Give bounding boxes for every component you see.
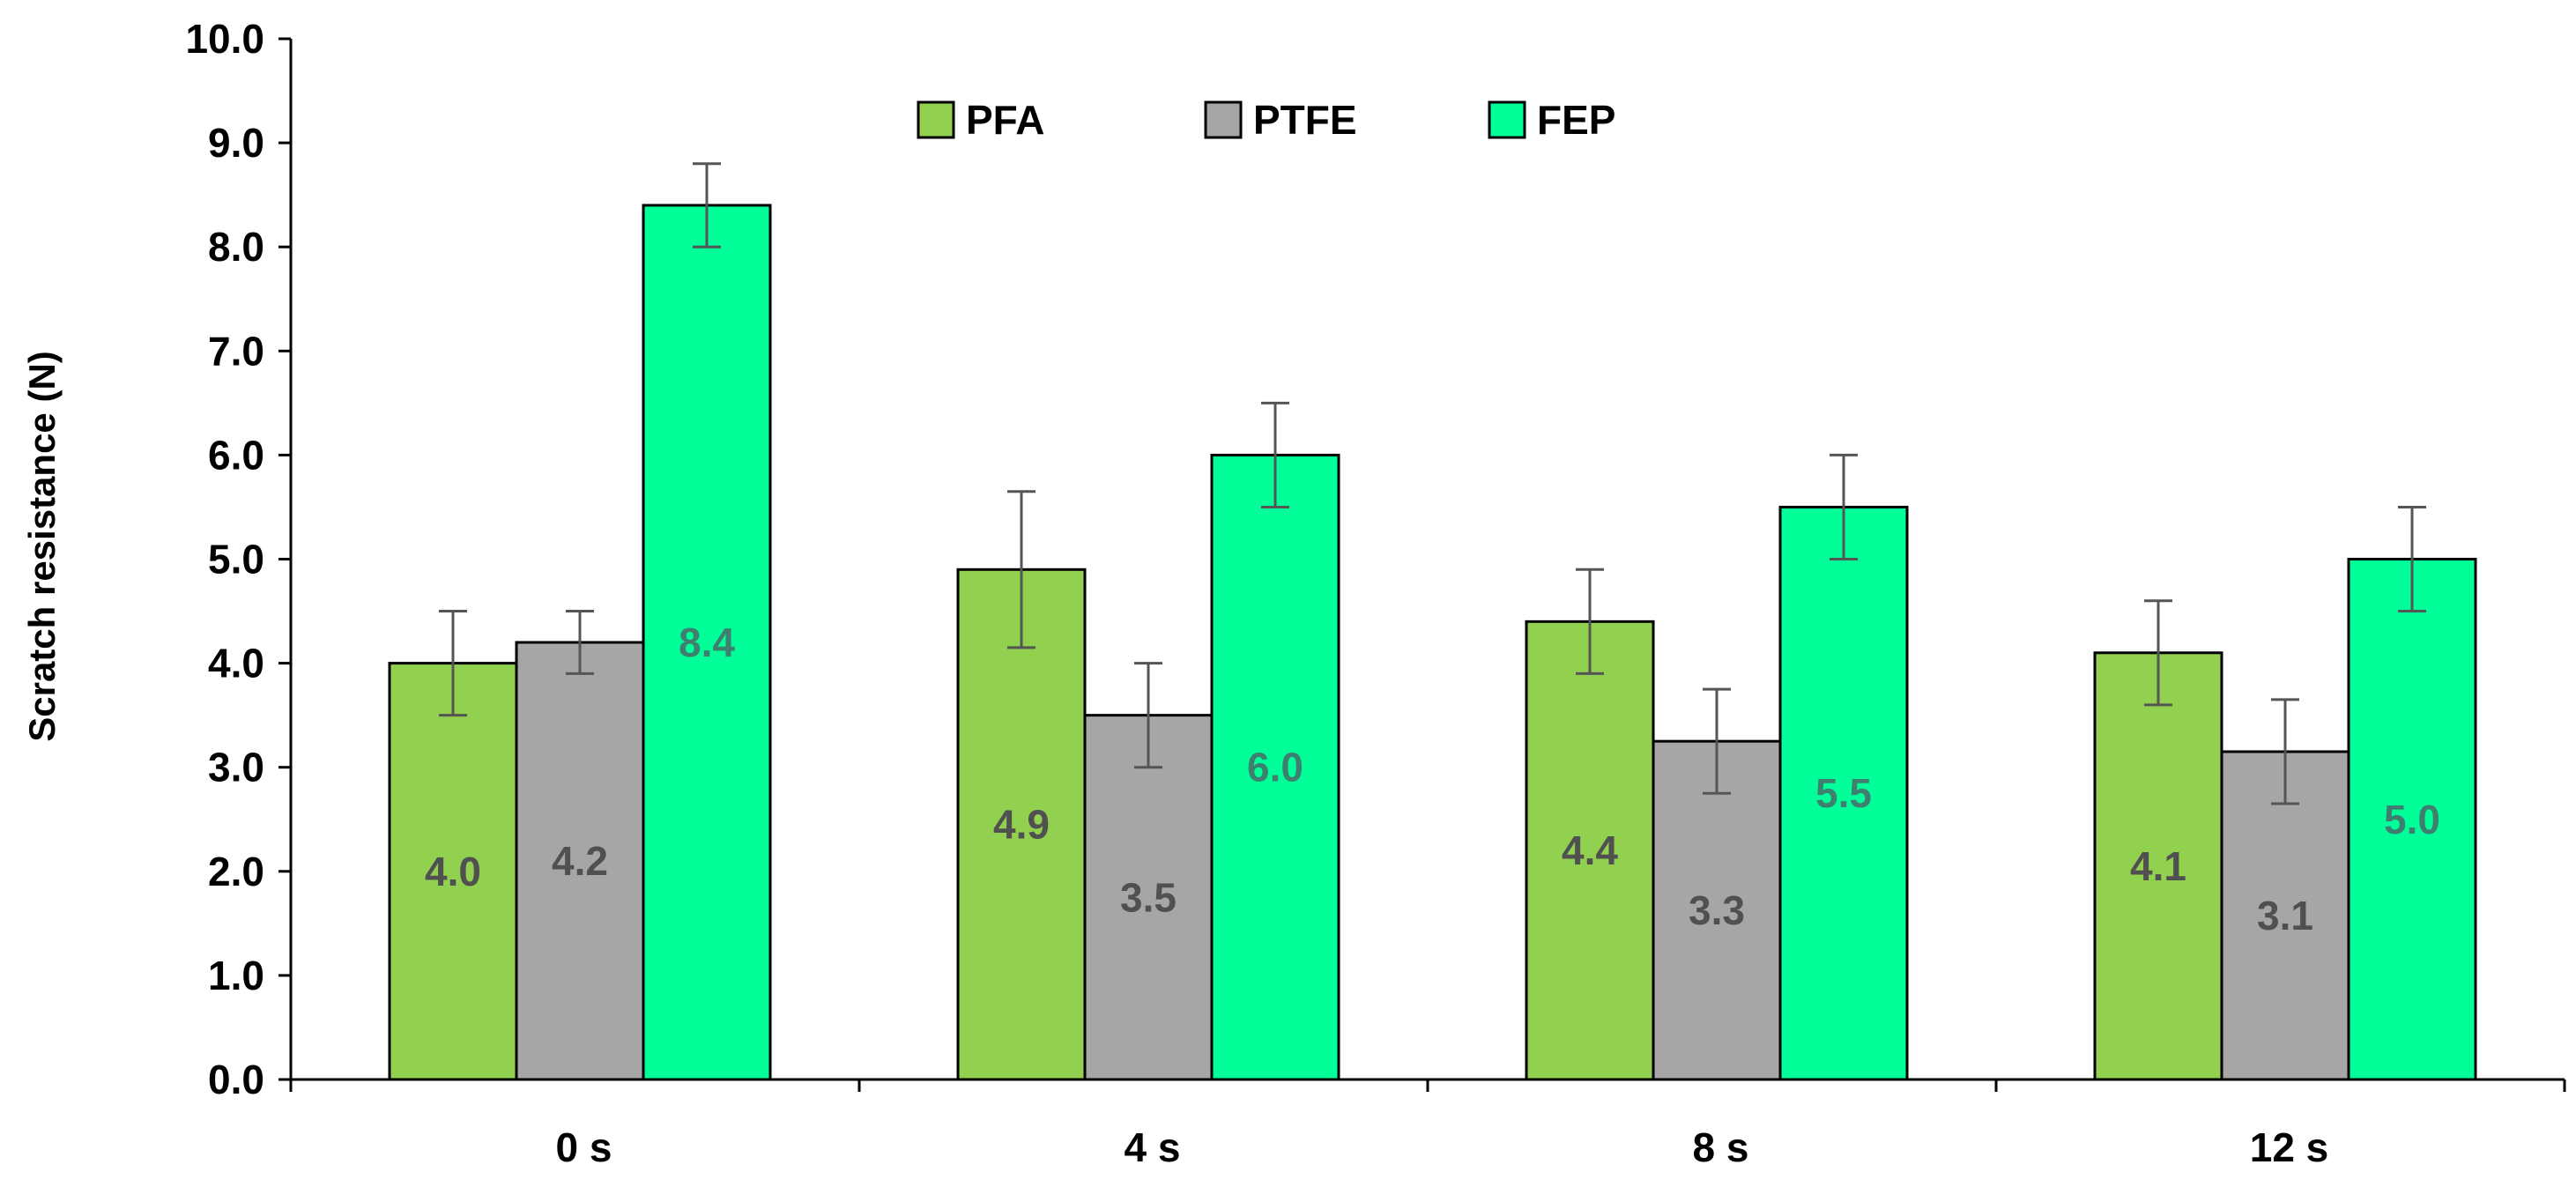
error-bar-pfa-0 (439, 610, 467, 717)
legend-swatch-fep (1488, 100, 1526, 139)
legend-item-pfa: PFA (917, 97, 1044, 143)
legend-item-fep: FEP (1488, 97, 1615, 143)
bar-ptfe-0 (515, 641, 645, 1081)
error-bar-fep-3 (2398, 505, 2426, 613)
y-axis-title: Scratch resistance (N) (21, 351, 63, 742)
y-tick-label-5: 5.0 (208, 537, 264, 582)
x-tick-label-1: 4 s (1125, 1124, 1181, 1170)
legend-swatch-pfa (917, 100, 955, 139)
data-label-pfa-0: 4.0 (425, 849, 481, 894)
x-tick-label-3: 12 s (2250, 1124, 2329, 1170)
y-tick-label-3: 3.0 (208, 745, 264, 790)
error-bars-layer (439, 162, 2426, 805)
error-bar-pfa-3 (2144, 599, 2172, 707)
data-label-pfa-3: 4.1 (2130, 843, 2186, 889)
legend: PFA PTFE FEP (917, 97, 1615, 143)
y-tick-label-10: 10.0 (185, 16, 264, 62)
y-tick-label-1: 1.0 (208, 953, 264, 998)
data-label-fep-3: 5.0 (2384, 797, 2440, 842)
error-bar-ptfe-2 (1703, 687, 1731, 795)
error-bar-fep-2 (1830, 453, 1858, 560)
legend-label-ptfe: PTFE (1253, 97, 1357, 143)
data-label-fep-1: 6.0 (1247, 745, 1303, 790)
error-bar-fep-1 (1261, 401, 1289, 508)
bar-fep-3 (2347, 558, 2477, 1081)
data-labels-layer: 4.0 4.2 8.4 4.9 3.5 6.0 4.4 3.3 5.5 4.1 3.1 5.0 (425, 619, 2440, 938)
error-bar-ptfe-0 (566, 610, 594, 675)
error-bar-pfa-2 (1576, 568, 1604, 675)
y-tick-label-0: 0.0 (208, 1057, 264, 1102)
data-label-ptfe-3: 3.1 (2257, 893, 2313, 938)
legend-item-ptfe: PTFE (1204, 97, 1357, 143)
bar-pfa-0 (388, 662, 518, 1081)
y-tick-label-6: 6.0 (208, 432, 264, 478)
axes-layer: 0 s 4 s 8 s 12 s 0.0 1.0 2.0 3.0 4.0 5.0 6.0 7.0 8.0… (185, 16, 2566, 1170)
legend-label-fep: FEP (1537, 97, 1615, 143)
y-tick-label-7: 7.0 (208, 328, 264, 374)
bar-pfa-3 (2093, 651, 2223, 1081)
error-bar-pfa-1 (1007, 490, 1036, 649)
data-label-pfa-2: 4.4 (1562, 827, 1618, 873)
error-bar-ptfe-3 (2271, 698, 2299, 805)
legend-swatch-ptfe (1204, 100, 1243, 139)
x-tick-label-2: 8 s (1693, 1124, 1749, 1170)
y-tick-label-2: 2.0 (208, 849, 264, 894)
data-label-fep-0: 8.4 (679, 619, 735, 665)
y-tick-label-8: 8.0 (208, 224, 264, 270)
data-label-ptfe-2: 3.3 (1689, 887, 1745, 933)
y-tick-label-9: 9.0 (208, 120, 264, 166)
bars-layer (388, 204, 2477, 1081)
bar-pfa-1 (956, 568, 1087, 1081)
error-bar-fep-0 (693, 162, 721, 249)
legend-label-pfa: PFA (966, 97, 1044, 143)
x-tick-label-0: 0 s (556, 1124, 612, 1170)
bar-fep-1 (1210, 453, 1340, 1081)
data-label-fep-2: 5.5 (1815, 770, 1872, 816)
y-tick-label-4: 4.0 (208, 641, 264, 686)
bar-ptfe-2 (1652, 739, 1782, 1081)
error-bar-ptfe-1 (1134, 662, 1162, 769)
data-label-ptfe-0: 4.2 (552, 838, 608, 884)
data-label-ptfe-1: 3.5 (1120, 874, 1177, 920)
data-label-pfa-1: 4.9 (993, 802, 1050, 848)
